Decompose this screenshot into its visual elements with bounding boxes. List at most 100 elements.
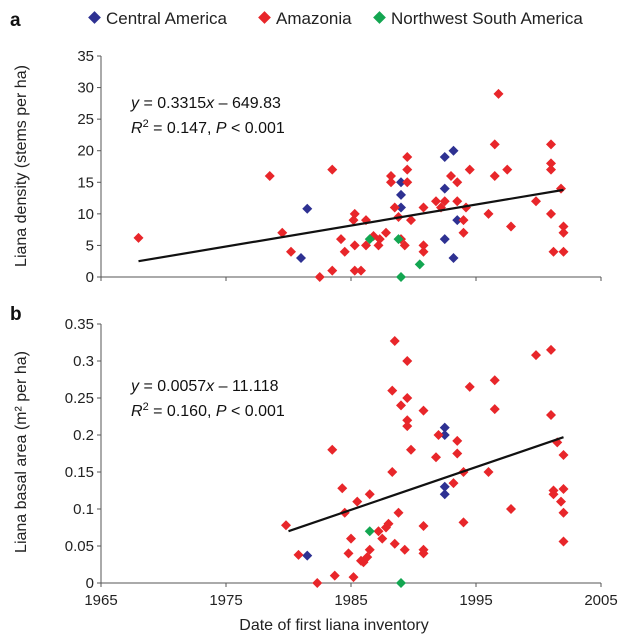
- data-point: [448, 253, 459, 264]
- y-axis-title-a: Liana density (stems per ha): [13, 65, 30, 267]
- y-tick-label-a: 15: [77, 174, 94, 191]
- data-point: [414, 259, 425, 270]
- r2-a: R2 = 0.147, P < 0.001: [131, 118, 285, 137]
- data-point: [439, 234, 450, 245]
- data-point: [373, 240, 384, 251]
- data-point: [431, 196, 441, 207]
- data-point: [349, 208, 360, 219]
- data-point: [396, 400, 406, 411]
- data-point: [349, 240, 360, 251]
- y-tick-label-b: 0.05: [65, 538, 94, 555]
- data-point: [546, 410, 556, 421]
- data-point: [352, 496, 363, 507]
- data-point: [296, 253, 306, 264]
- data-point: [389, 336, 400, 347]
- data-point: [558, 227, 569, 238]
- data-point: [327, 265, 338, 276]
- legend-label-central-america: Central America: [106, 9, 227, 28]
- data-point: [439, 481, 450, 492]
- x-tick-label: 1985: [334, 592, 367, 609]
- data-point: [418, 405, 429, 416]
- data-point: [133, 232, 144, 243]
- y-tick-label-b: 0.25: [65, 390, 94, 407]
- legend-marker-amazonia: [258, 11, 271, 24]
- data-point: [393, 234, 404, 245]
- data-point: [431, 452, 441, 463]
- r2-b: R2 = 0.160, P < 0.001: [131, 401, 285, 420]
- data-point: [452, 215, 463, 226]
- panel-a: 0 5 10 15 20 25 30 35: [77, 48, 602, 286]
- data-point: [452, 435, 463, 446]
- data-point: [546, 208, 556, 219]
- data-point: [558, 507, 569, 518]
- data-point: [339, 246, 350, 257]
- data-point: [389, 538, 400, 549]
- data-point: [418, 202, 429, 213]
- legend-marker-central-america: [88, 11, 101, 24]
- data-point: [556, 496, 566, 507]
- y-axis-title-b: Liana basal area (m² per ha): [13, 351, 30, 553]
- data-point: [393, 507, 404, 518]
- data-point: [452, 177, 463, 188]
- data-point: [402, 393, 413, 403]
- legend-marker-northwest-south-america: [373, 11, 386, 24]
- panel-letter-b: b: [10, 304, 22, 325]
- data-point: [406, 444, 416, 455]
- y-tick-label-b: 0.2: [73, 427, 94, 444]
- data-point: [364, 234, 375, 245]
- data-point: [402, 152, 413, 163]
- data-point: [502, 164, 513, 175]
- data-point: [489, 375, 500, 386]
- data-point: [348, 572, 359, 583]
- data-point: [399, 544, 410, 555]
- y-tick-label-b: 0.15: [65, 464, 94, 481]
- data-point: [277, 227, 288, 238]
- data-point: [312, 578, 323, 588]
- data-point: [281, 520, 291, 531]
- data-point: [439, 152, 450, 163]
- data-point: [381, 227, 391, 238]
- data-point: [458, 227, 469, 238]
- legend-label-northwest-south-america: Northwest South America: [391, 9, 583, 28]
- y-tick-label-a: 5: [86, 237, 94, 254]
- data-point: [396, 578, 406, 588]
- data-point: [546, 139, 556, 150]
- series-amazonia-b: [281, 336, 569, 588]
- data-point: [264, 170, 275, 181]
- y-tick-label-a: 25: [77, 111, 94, 128]
- data-point: [336, 234, 346, 245]
- data-point: [546, 164, 556, 175]
- data-point: [464, 381, 475, 392]
- data-point: [387, 467, 398, 477]
- legend-item-central-america: Central America: [88, 9, 227, 28]
- data-point: [402, 421, 413, 432]
- data-point: [377, 533, 388, 544]
- data-point: [548, 246, 559, 257]
- trend-line-b: [288, 436, 564, 533]
- data-point: [386, 170, 396, 181]
- data-point: [448, 145, 459, 156]
- panel-letter-a: a: [10, 10, 21, 31]
- data-point: [286, 246, 296, 257]
- data-point: [483, 467, 494, 477]
- y-tick-label-a: 20: [77, 143, 94, 160]
- legend-item-amazonia: Amazonia: [258, 9, 352, 28]
- data-point: [452, 196, 463, 207]
- data-point: [464, 164, 475, 175]
- x-tick-label: 1995: [459, 592, 492, 609]
- data-point: [364, 526, 375, 537]
- data-point: [374, 234, 385, 245]
- legend: Central America Amazonia Northwest South…: [88, 9, 583, 28]
- data-point: [446, 170, 456, 181]
- data-point: [402, 415, 413, 426]
- data-point: [364, 489, 375, 500]
- y-tick-label-a: 30: [77, 80, 94, 97]
- series-central-america-a: [296, 145, 463, 264]
- series-amazonia-a: [133, 88, 569, 282]
- data-point: [433, 430, 444, 440]
- legend-item-northwest-south-america: Northwest South America: [373, 9, 583, 28]
- data-point: [452, 448, 463, 459]
- data-point: [418, 548, 429, 559]
- equation-a: y = 0.3315x – 649.83: [130, 95, 281, 112]
- data-point: [439, 196, 450, 207]
